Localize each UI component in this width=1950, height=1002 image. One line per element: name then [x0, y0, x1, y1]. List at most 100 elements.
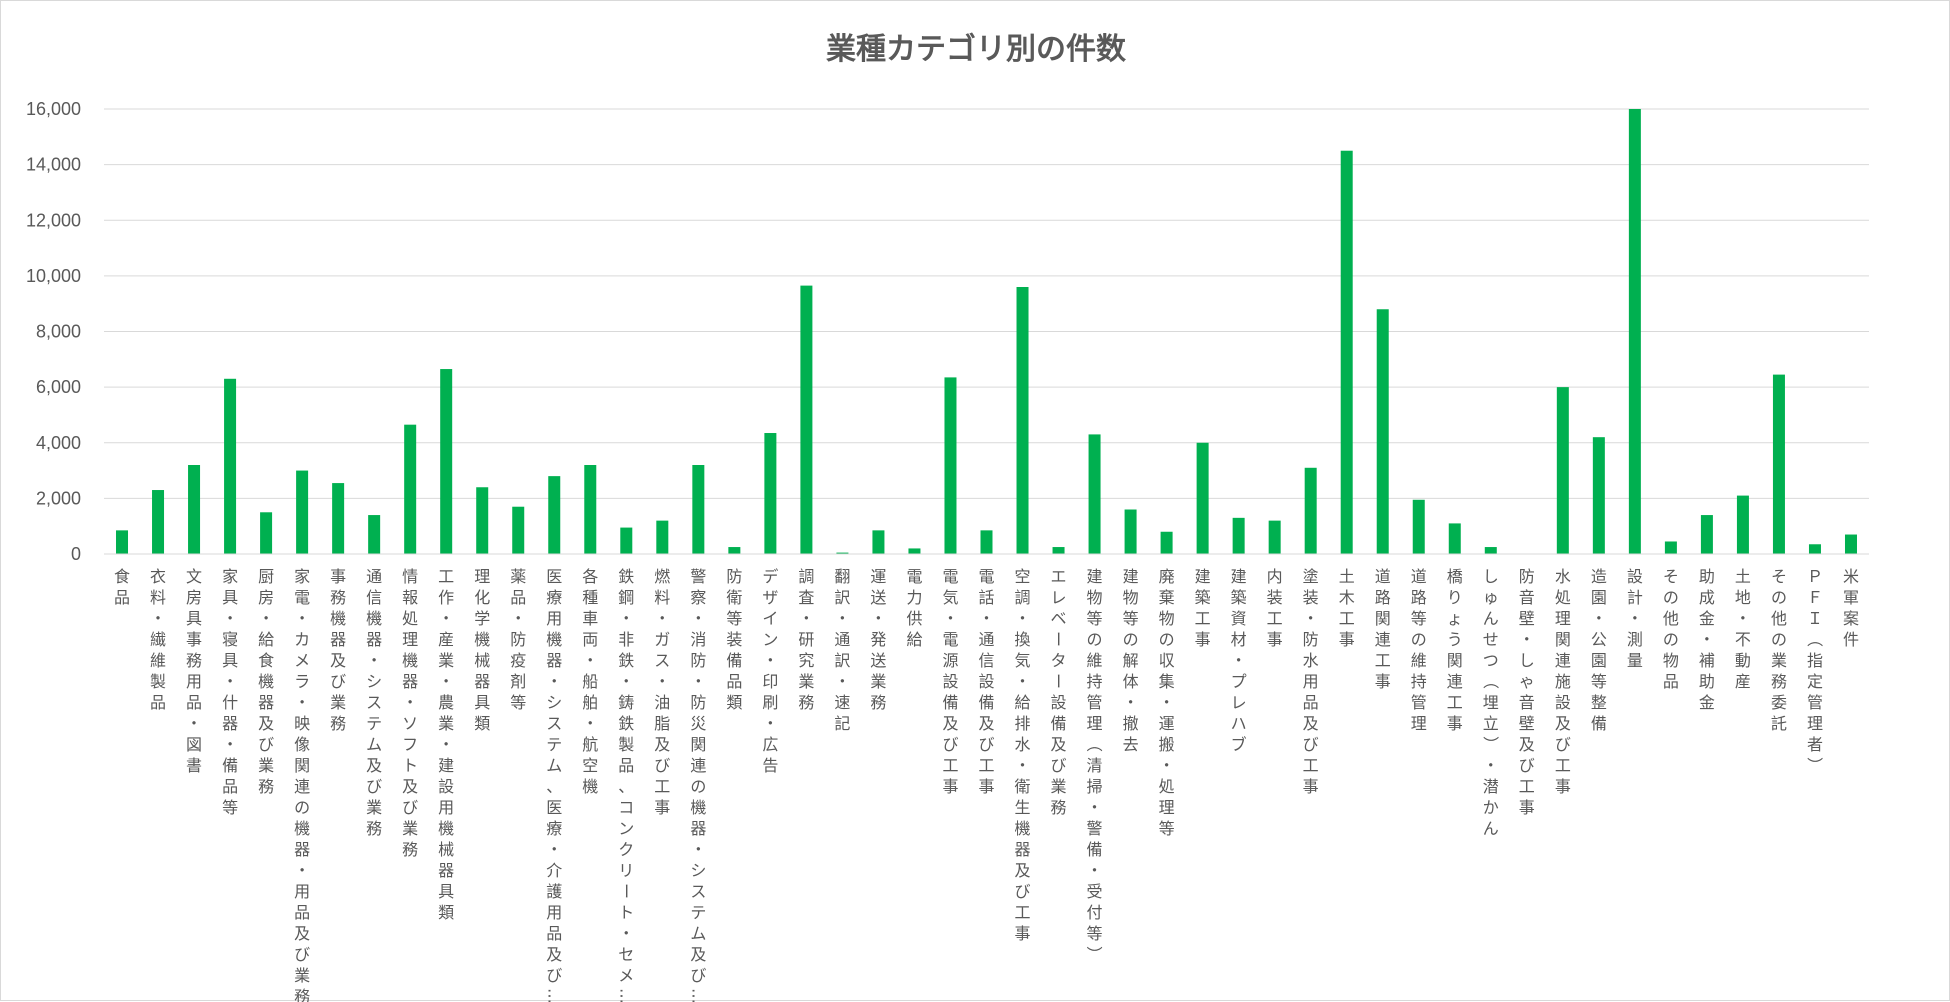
svg-text:び: び — [546, 966, 562, 985]
svg-text:業: 業 — [258, 756, 274, 775]
svg-text:工: 工 — [1519, 777, 1535, 796]
bar — [512, 506, 525, 554]
svg-text:設: 設 — [1051, 693, 1067, 712]
svg-text:の: の — [1771, 630, 1787, 649]
svg-text:療: 療 — [546, 588, 562, 607]
svg-text:機: 機 — [438, 819, 454, 838]
svg-text:機: 機 — [474, 630, 490, 649]
svg-text:防: 防 — [726, 567, 742, 586]
svg-text:両: 両 — [582, 630, 598, 649]
svg-text:産: 産 — [1735, 672, 1751, 691]
svg-text:テ: テ — [546, 735, 562, 754]
svg-text:・: ・ — [1627, 609, 1643, 628]
svg-text:及: 及 — [402, 777, 418, 796]
bar — [1088, 434, 1101, 554]
svg-text:用: 用 — [546, 609, 562, 628]
svg-text:品: 品 — [1303, 693, 1319, 712]
svg-text:ト: ト — [402, 756, 418, 775]
svg-text:・: ・ — [762, 651, 778, 670]
svg-text:事: 事 — [654, 798, 670, 817]
svg-text:警: 警 — [1087, 819, 1103, 838]
svg-text:類: 類 — [438, 903, 454, 922]
y-tick-label: 16,000 — [26, 99, 81, 119]
bar — [368, 515, 381, 554]
svg-text:ゅ: ゅ — [1483, 588, 1499, 607]
svg-text:内: 内 — [1267, 567, 1283, 586]
svg-text:航: 航 — [582, 735, 598, 754]
svg-text:及: 及 — [546, 945, 562, 964]
svg-text:機: 機 — [366, 609, 382, 628]
svg-text:具: 具 — [186, 609, 202, 628]
svg-text:電: 電 — [906, 567, 922, 586]
svg-text:告: 告 — [762, 756, 778, 775]
svg-text:・: ・ — [222, 735, 238, 754]
svg-text:掃: 掃 — [1087, 777, 1103, 796]
bar — [944, 377, 957, 554]
svg-text:道: 道 — [1411, 567, 1427, 586]
svg-text:具: 具 — [222, 651, 238, 670]
svg-text:業: 業 — [798, 672, 814, 691]
svg-text:ー: ー — [1049, 631, 1068, 647]
svg-text:品: 品 — [1663, 672, 1679, 691]
svg-text:品: 品 — [150, 693, 166, 712]
svg-text:記: 記 — [834, 714, 850, 733]
svg-text:務: 務 — [402, 840, 418, 859]
svg-text:ク: ク — [618, 840, 634, 859]
svg-text:・: ・ — [1231, 651, 1247, 670]
svg-text:動: 動 — [1735, 651, 1751, 670]
svg-text:集: 集 — [1159, 672, 1175, 691]
svg-text:・: ・ — [438, 672, 454, 691]
svg-text:療: 療 — [546, 819, 562, 838]
svg-text:壁: 壁 — [1519, 609, 1535, 628]
svg-text:発: 発 — [870, 630, 886, 649]
svg-text:防: 防 — [690, 693, 706, 712]
svg-text:棄: 棄 — [1159, 588, 1175, 607]
svg-text:か: か — [1483, 798, 1499, 817]
svg-text:鋼: 鋼 — [618, 588, 634, 607]
svg-text:ム: ム — [366, 735, 382, 754]
svg-text:び: び — [1303, 735, 1319, 754]
svg-text:セ: セ — [618, 945, 634, 964]
svg-text:ん: ん — [1483, 609, 1499, 628]
svg-text:什: 什 — [222, 693, 238, 712]
svg-text:運: 運 — [870, 567, 886, 586]
svg-text:道: 道 — [1375, 567, 1391, 586]
svg-text:品: 品 — [114, 588, 130, 607]
svg-text:・: ・ — [222, 609, 238, 628]
svg-text:・: ・ — [690, 609, 706, 628]
svg-text:広: 広 — [762, 735, 778, 754]
svg-text:源: 源 — [942, 651, 958, 670]
svg-text:・: ・ — [1087, 861, 1103, 880]
bar — [1556, 387, 1569, 554]
svg-text:用: 用 — [546, 903, 562, 922]
bar — [1808, 544, 1821, 554]
svg-text:、: 、 — [546, 777, 562, 796]
svg-text:非: 非 — [618, 630, 634, 649]
bar — [1664, 541, 1677, 554]
svg-text:厨: 厨 — [258, 567, 274, 586]
svg-text:業: 業 — [870, 672, 886, 691]
svg-text:び: び — [690, 966, 706, 985]
bar — [1196, 442, 1209, 554]
svg-text:成: 成 — [1699, 588, 1715, 607]
svg-text:食: 食 — [114, 567, 130, 586]
svg-text:指: 指 — [1807, 651, 1823, 670]
svg-text:音: 音 — [1519, 588, 1535, 607]
bar — [1340, 150, 1353, 554]
svg-text:園: 園 — [1591, 588, 1607, 607]
svg-text:関: 関 — [690, 735, 706, 754]
svg-text:理: 理 — [474, 567, 490, 586]
svg-text:び: び — [942, 735, 958, 754]
svg-text:油: 油 — [654, 693, 670, 712]
svg-text:医: 医 — [546, 798, 562, 817]
svg-text:務: 務 — [798, 693, 814, 712]
svg-text:電: 電 — [942, 630, 958, 649]
